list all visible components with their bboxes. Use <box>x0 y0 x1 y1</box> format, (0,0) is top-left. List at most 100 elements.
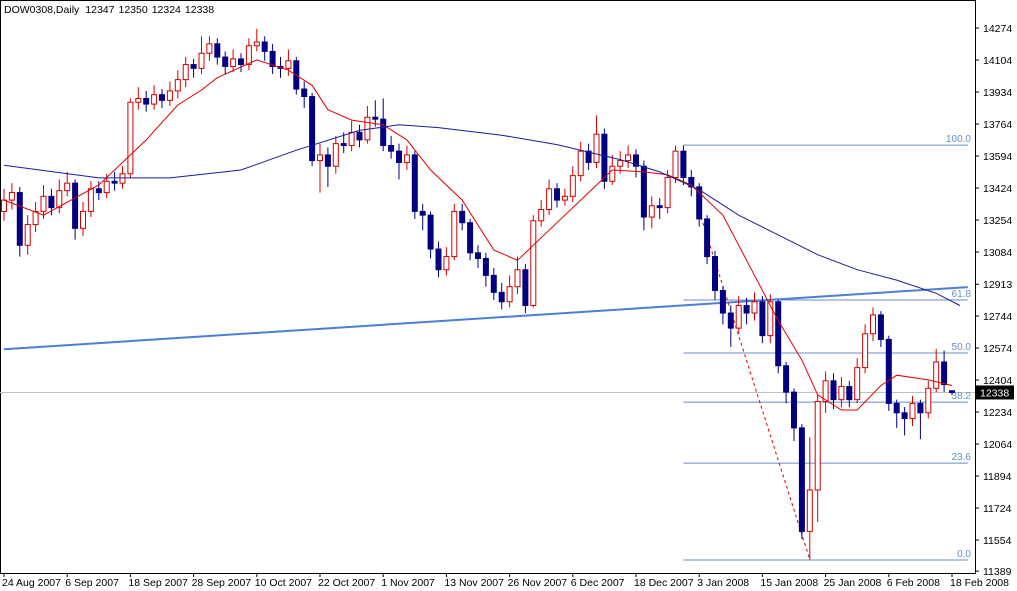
x-tick-label: 18 Dec 2007 <box>634 577 694 589</box>
candle-body <box>174 79 181 92</box>
candle-body <box>127 101 134 175</box>
candle-body <box>435 248 442 271</box>
candle-body <box>609 165 616 182</box>
y-tick-label: 13594 <box>983 151 1012 163</box>
candle-body <box>475 252 481 259</box>
candle-body <box>324 154 331 167</box>
candle-body <box>317 154 323 162</box>
candle-body <box>885 338 892 404</box>
candle-body <box>166 90 173 101</box>
candle-body <box>411 154 418 212</box>
candle-body <box>925 387 932 414</box>
fib-label: 38.2 <box>952 391 972 402</box>
x-tick-label: 18 Feb 2008 <box>950 577 1009 589</box>
candle-body <box>759 301 766 337</box>
candle-body <box>830 380 837 401</box>
candle-body <box>222 56 229 67</box>
fib-label: 61.8 <box>952 289 972 300</box>
candle-body <box>680 150 687 179</box>
candle-body <box>656 205 663 209</box>
candle-body <box>245 45 252 66</box>
y-tick-label: 12234 <box>983 407 1012 419</box>
price-box <box>976 385 1014 400</box>
candle-body <box>451 210 458 258</box>
candle-body <box>380 118 387 147</box>
candle-body <box>783 365 790 393</box>
candle-body <box>40 195 47 212</box>
fib-label: 100.0 <box>946 134 971 145</box>
x-tick-label: 18 Sep 2007 <box>128 577 188 589</box>
candle-body <box>941 361 948 386</box>
x-tick-label: 6 Dec 2007 <box>571 577 625 589</box>
moving-average <box>3 59 953 411</box>
candle-body <box>348 131 355 147</box>
candle-body <box>522 269 529 307</box>
last-open: 12347 <box>85 4 114 16</box>
candle-body <box>135 97 142 103</box>
fib-label: 0.0 <box>957 549 971 560</box>
moving-average <box>3 124 961 306</box>
x-tick-label: 10 Oct 2007 <box>255 577 312 589</box>
candle-body <box>530 220 537 307</box>
candle-body <box>151 94 158 105</box>
candle-body <box>32 210 39 226</box>
fib-label: 23.6 <box>952 452 972 463</box>
symbol: DOW0308,Daily <box>4 4 80 16</box>
last-high: 12350 <box>118 4 147 16</box>
candle-body <box>617 160 624 167</box>
candle-body <box>719 289 726 314</box>
y-tick-label: 12404 <box>983 375 1012 387</box>
candle-body <box>443 256 450 271</box>
y-tick-label: 11389 <box>983 566 1012 578</box>
candle-body <box>72 182 79 229</box>
candle-body <box>95 188 102 194</box>
candle-body <box>190 64 197 69</box>
candle-body <box>846 385 853 401</box>
candle-body <box>506 286 513 303</box>
candle-body <box>8 192 15 201</box>
candle-body <box>16 192 23 246</box>
fib-label: 50.0 <box>952 342 972 353</box>
y-tick-label: 14274 <box>983 23 1012 35</box>
candle-body <box>119 173 126 184</box>
candle-body <box>546 188 553 211</box>
candle-body <box>593 133 600 163</box>
y-tick-label: 12574 <box>983 343 1012 355</box>
candle-body <box>648 205 655 218</box>
candle-body <box>427 214 434 250</box>
candle-body <box>798 427 805 532</box>
candle-body <box>206 43 213 54</box>
candle-body <box>498 291 505 303</box>
candle-body <box>269 50 276 67</box>
candle-body <box>143 97 150 105</box>
candle-body <box>806 489 813 532</box>
candle-body <box>601 133 608 182</box>
candle-body <box>743 305 750 314</box>
y-tick-label: 11894 <box>983 471 1012 483</box>
candle-body <box>396 150 402 163</box>
candle-body <box>111 180 118 184</box>
candle-body <box>791 391 797 429</box>
candle-body <box>775 301 782 367</box>
candle-body <box>893 402 900 414</box>
candle-body <box>372 116 379 120</box>
x-tick-label: 15 Jan 2008 <box>760 577 818 589</box>
candle-body <box>80 210 86 229</box>
trendline <box>3 286 968 351</box>
candle-body <box>696 186 703 220</box>
x-tick-label: 28 Sep 2007 <box>192 577 252 589</box>
candle-body <box>585 150 592 163</box>
candle-body <box>901 412 908 419</box>
plot-layer: 100.0 61.8 50.0 38.2 23.6 0.0 <box>0 28 975 561</box>
candle-body <box>467 222 474 254</box>
candle-body <box>1 199 7 212</box>
candle-body <box>261 41 268 52</box>
candle-body <box>751 301 758 314</box>
candle-body <box>704 218 711 258</box>
y-tick-label: 13764 <box>983 119 1012 131</box>
candle-body <box>514 269 521 288</box>
candle-body <box>569 175 576 197</box>
candle-body <box>24 224 31 246</box>
